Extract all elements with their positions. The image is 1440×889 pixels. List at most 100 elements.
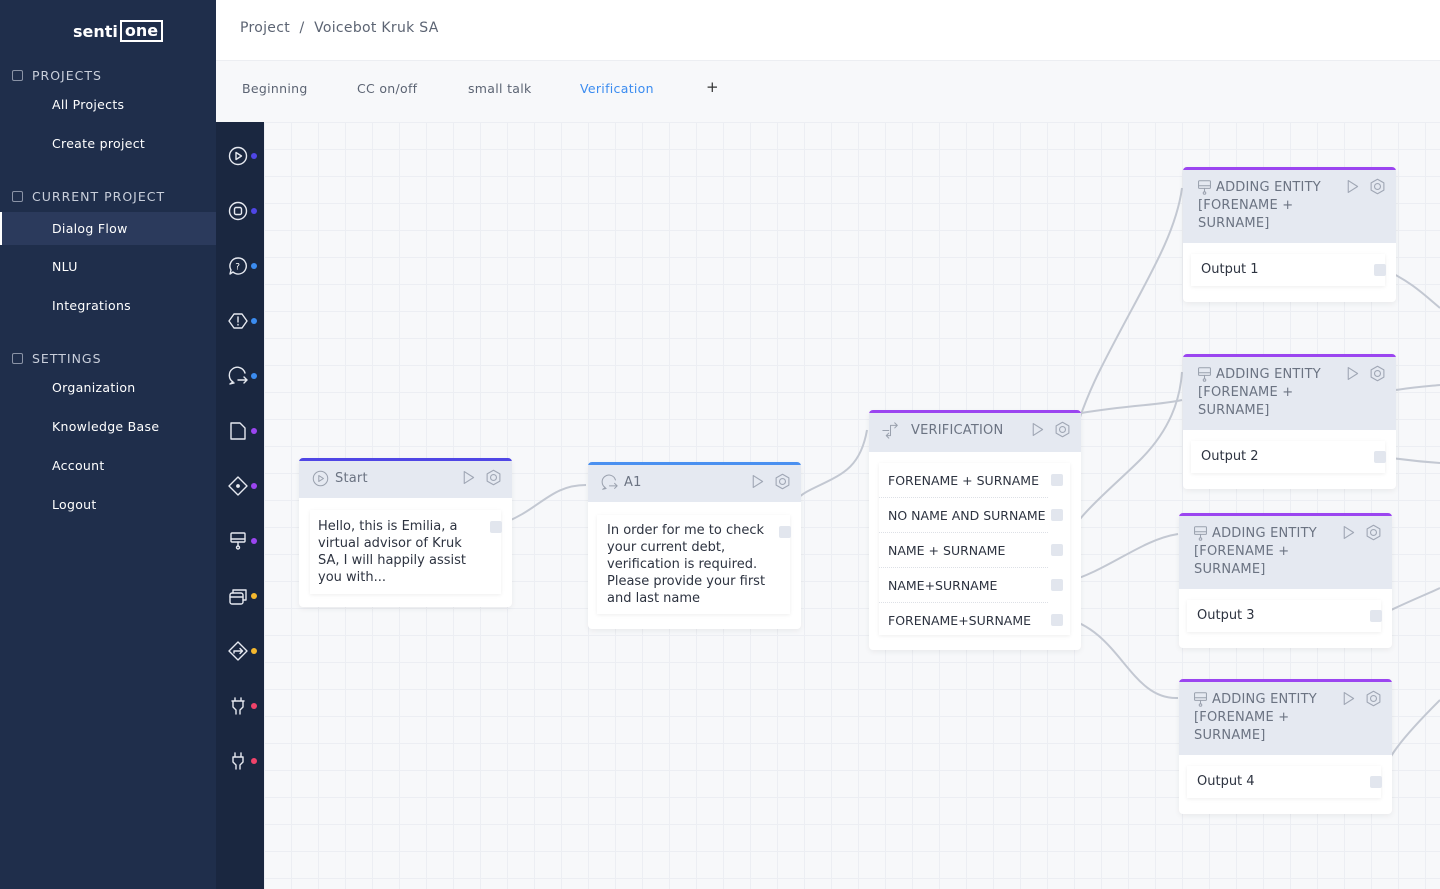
bubble-redirect-icon [601,474,618,490]
output-port[interactable] [1051,474,1063,486]
node-title: ADDING ENTITY [FORENAME + SURNAME] [1198,180,1321,231]
node-title: ADDING ENTITY [FORENAME + SURNAME] [1194,692,1317,743]
output-port[interactable] [779,526,791,538]
node-settings-button[interactable] [485,469,502,492]
palette-item-play-circle[interactable] [228,146,248,166]
diamond-dot-icon [228,476,248,496]
node-settings-button[interactable] [1365,690,1382,713]
run-node-button[interactable] [1344,178,1361,201]
node-settings-button[interactable] [1369,365,1386,388]
entity-brush-icon [1194,526,1207,541]
node-adding-entity[interactable]: ADDING ENTITY [FORENAME + SURNAME] Outpu… [1183,354,1396,489]
condition-label: FORENAME+SURNAME [888,613,1032,628]
cards-icon [229,589,247,605]
play-icon [1032,422,1044,437]
output-port[interactable] [1374,451,1386,463]
node-a1[interactable]: A1 In order for me to check your current… [588,462,801,629]
sidebar-item-create-project[interactable]: Create project [52,136,146,151]
palette-item-bubble-redirect[interactable] [228,366,248,386]
output-port[interactable] [1051,509,1063,521]
node-adding-entity[interactable]: ADDING ENTITY [FORENAME + SURNAME] Outpu… [1183,167,1396,302]
logo-box-text: one [119,20,164,42]
palette-item-unplug[interactable] [228,751,248,771]
tab-beginning[interactable]: Beginning [242,81,308,96]
tab-small-talk[interactable]: small talk [468,81,532,96]
node-settings-button[interactable] [1369,178,1386,201]
output-card[interactable]: Output 3 [1187,600,1382,632]
run-node-button[interactable] [1344,365,1361,388]
node-verification[interactable]: VERIFICATION FORENAME + SURNAME NO NAME A… [869,410,1081,650]
node-adding-entity[interactable]: ADDING ENTITY [FORENAME + SURNAME] Outpu… [1179,513,1392,648]
sidebar-item-nlu[interactable]: NLU [52,259,78,274]
sidebar-item-logout[interactable]: Logout [52,497,97,512]
sidebar-item-account[interactable]: Account [52,458,105,473]
palette-item-question-bubble[interactable]: ? [228,256,248,276]
palette-item-diamond-arrow[interactable] [228,641,248,661]
condition-label: FORENAME + SURNAME [888,473,1039,488]
output-port[interactable] [1370,776,1382,788]
node-message-card[interactable]: Hello, this is Emilia, a virtual advisor… [310,510,502,594]
diamond-arrow-icon [228,641,248,661]
palette-item-entity-brush[interactable] [228,531,248,551]
palette-dot [251,538,257,544]
sentione-logo[interactable]: senti one [73,20,164,42]
node-settings-button[interactable] [774,473,791,496]
palette-item-plug[interactable] [228,696,248,716]
play-icon [1343,691,1355,706]
output-port[interactable] [1374,264,1386,276]
sidebar-item-dialog-flow[interactable]: Dialog Flow [0,212,216,245]
palette-item-alert-hexagon[interactable] [228,311,248,331]
output-port[interactable] [1051,544,1063,556]
run-node-button[interactable] [460,469,477,492]
palette-dot [251,263,257,269]
run-node-button[interactable] [1340,690,1357,713]
output-card[interactable]: Output 1 [1191,254,1386,286]
add-tab-button[interactable]: + [706,78,719,96]
palette-item-diamond-dot[interactable] [228,476,248,496]
node-title: VERIFICATION [911,423,1004,438]
condition-row[interactable]: FORENAME+SURNAME [879,603,1063,638]
sidebar-item-organization[interactable]: Organization [52,380,136,395]
condition-row[interactable]: FORENAME + SURNAME [879,463,1063,498]
output-port[interactable] [1051,614,1063,626]
run-node-button[interactable] [1340,524,1357,547]
node-settings-button[interactable] [1365,524,1382,547]
node-message-card[interactable]: In order for me to check your current de… [597,515,791,614]
sidebar-item-all-projects[interactable]: All Projects [52,97,125,112]
output-label: Output 4 [1197,774,1255,789]
palette-dot [251,758,257,764]
condition-row[interactable]: NAME+SURNAME [879,568,1063,603]
entity-brush-icon [1194,692,1207,707]
output-port[interactable] [1370,610,1382,622]
sidebar: senti one PROJECTS All Projects Create pr… [0,0,216,889]
logo-text: senti [73,21,118,41]
run-node-button[interactable] [749,473,766,496]
unplug-icon [232,752,244,770]
output-card[interactable]: Output 2 [1191,441,1386,473]
palette-item-document[interactable] [228,421,248,441]
node-settings-button[interactable] [1054,421,1071,444]
sidebar-item-knowledge-base[interactable]: Knowledge Base [52,419,160,434]
section-projects: PROJECTS [12,68,102,83]
condition-row[interactable]: NO NAME AND SURNAME [879,498,1063,533]
breadcrumb-project[interactable]: Project [240,20,290,36]
condition-row[interactable]: NAME + SURNAME [879,533,1063,568]
condition-label: NAME + SURNAME [888,543,1006,558]
node-title: ADDING ENTITY [FORENAME + SURNAME] [1198,367,1321,418]
output-port[interactable] [490,521,502,533]
node-palette: ? [216,122,264,889]
palette-item-stop-circle[interactable] [228,201,248,221]
palette-item-cards[interactable] [228,586,248,606]
node-adding-entity[interactable]: ADDING ENTITY [FORENAME + SURNAME] Outpu… [1179,679,1392,814]
sidebar-item-integrations[interactable]: Integrations [52,298,131,313]
tab-cc-on-off[interactable]: CC on/off [357,81,418,96]
output-card[interactable]: Output 4 [1187,766,1382,798]
run-node-button[interactable] [1029,421,1046,444]
node-actions [1029,421,1071,444]
node-title: ADDING ENTITY [FORENAME + SURNAME] [1194,526,1317,577]
output-port[interactable] [1051,579,1063,591]
tab-verification[interactable]: Verification [580,81,654,96]
gear-icon [1366,690,1381,707]
condition-list: FORENAME + SURNAME NO NAME AND SURNAME NAM… [879,463,1070,635]
node-start[interactable]: Start Hello, this is Emilia, a virtual a… [299,458,512,607]
